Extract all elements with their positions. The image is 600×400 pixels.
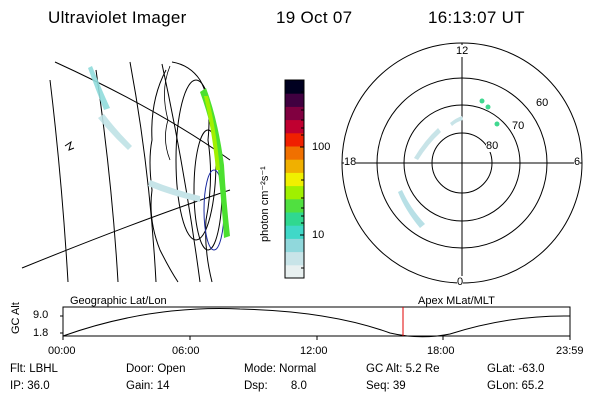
timeline-left-title: Geographic Lat/Lon [70,295,167,307]
colorbar-tick-10: 10 [312,229,325,241]
colorbar-segment [285,106,304,121]
observation-date: 19 Oct 07 [276,8,353,27]
polar-label-70: 70 [512,120,525,132]
info-door: Door: Open [126,363,186,375]
instrument-title: Ultraviolet Imager [48,8,187,27]
colorbar-segment [285,212,304,226]
timeline-x-tick-1200: 12:00 [300,345,328,357]
info-glon: GLon: 65.2 [487,380,544,392]
info-ip: IP: 36.0 [10,380,50,392]
polar-label-0: 0 [457,276,464,288]
colorbar-segment [285,172,304,187]
observation-time: 16:13:07 UT [428,8,525,27]
colorbar-segment [285,185,304,200]
info-gc-alt: GC Alt: 5.2 Re [366,363,440,375]
colorbar-segment [285,238,304,253]
polar-label-6: 6 [574,156,581,168]
timeline-y-tick-1-8: 1.8 [33,327,49,339]
colorbar-segment [285,93,304,107]
colorbar-segment [285,198,304,213]
colorbar-segment [285,264,304,279]
info-flt: Flt: LBHL [10,363,58,375]
info-glat: GLat: -63.0 [487,363,545,375]
info-seq: Seq: 39 [366,380,406,392]
polar-label-80: 80 [486,140,499,152]
colorbar-segment [285,251,304,266]
timeline-y-tick-9: 9.0 [33,309,49,321]
polar-label-60: 60 [536,97,549,109]
timeline-x-tick-0600: 06:00 [172,345,200,357]
colorbar-tick-100: 100 [312,141,331,153]
colorbar-segment [285,119,304,134]
polar-label-18: 18 [344,156,357,168]
info-dsp: Dsp: 8.0 [244,380,307,392]
timeline-x-tick-2359: 23:59 [556,345,584,357]
colorbar-segment [285,225,304,239]
info-mode: Mode: Normal [244,363,317,375]
timeline-right-title: Apex MLat/MLT [418,295,495,307]
colorbar-segment [285,132,304,147]
timeline-y-label: GC Alt [10,302,22,334]
colorbar-segment [285,80,304,94]
timeline-x-tick-0000: 00:00 [48,345,76,357]
colorbar-segment [285,159,304,173]
info-gain: Gain: 14 [126,380,170,392]
timeline-x-tick-1800: 18:00 [427,345,455,357]
colorbar-segment [285,146,304,160]
polar-label-12: 12 [456,45,469,57]
